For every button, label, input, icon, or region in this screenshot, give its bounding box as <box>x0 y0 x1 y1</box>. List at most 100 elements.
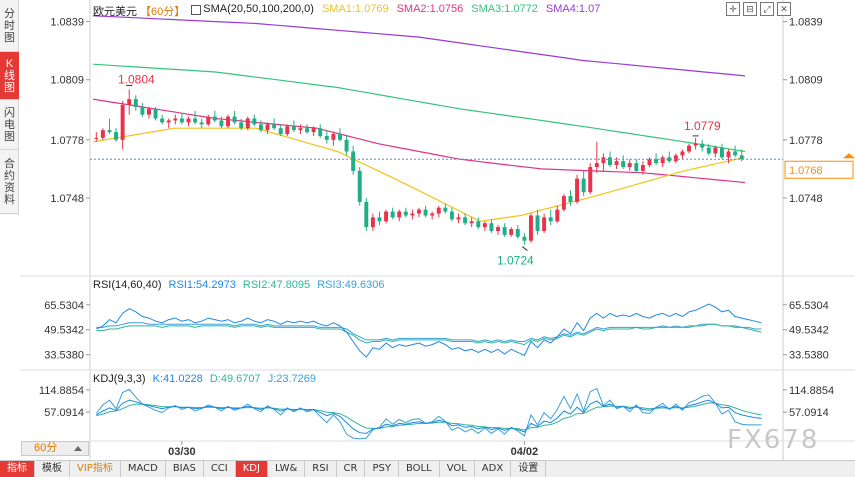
indicator-tab-bar: 指标 模板 VIP指标 MACD BIAS CCI KDJ LW& RSI CR PSY BOLL VO… <box>0 460 855 477</box>
zoom-out-icon[interactable]: ⊟ <box>743 2 757 16</box>
candle-body <box>463 217 468 224</box>
candle-body <box>700 143 705 148</box>
sma3-line <box>92 63 746 153</box>
kdj-j-value: J:23.7269 <box>267 373 317 385</box>
candle-body <box>601 157 606 164</box>
tab-contract-info[interactable]: 合约资料 <box>0 150 19 214</box>
current-price-box <box>784 160 854 179</box>
sma1-value: SMA1:1.0769 <box>321 3 389 15</box>
indicator-tab-14[interactable]: 设置 <box>511 461 547 477</box>
candle-body <box>443 207 448 212</box>
candle-body <box>206 116 211 125</box>
symbol-name: 欧元美元 <box>93 6 137 18</box>
candle-body <box>166 120 171 123</box>
candle-body <box>673 155 678 162</box>
candle-body <box>186 118 191 123</box>
price-tick-label-right: 1.0839 <box>789 17 823 29</box>
candle-body <box>344 139 349 152</box>
sma2-value: SMA2:1.0756 <box>396 3 464 15</box>
candle-body <box>726 151 731 158</box>
close-icon[interactable]: ✕ <box>777 2 791 16</box>
zoom-in-icon[interactable]: ✛ <box>726 2 740 16</box>
candle-body <box>515 229 520 237</box>
candle-body <box>173 118 178 121</box>
rsi-tick-label-right: 33.5380 <box>789 350 829 362</box>
tab-timeshare[interactable]: 分时图 <box>0 0 19 52</box>
tab-flash[interactable]: 闪电图 <box>0 100 19 150</box>
candle-body <box>120 104 125 140</box>
candle-body <box>252 118 257 125</box>
candle-body <box>660 157 665 164</box>
sma4-line <box>92 15 746 77</box>
candle-body <box>94 137 99 139</box>
candle-body <box>568 196 573 202</box>
candle-body <box>147 108 151 115</box>
indicator-tab-2[interactable]: VIP指标 <box>70 461 121 477</box>
kdj-k-line <box>96 399 762 434</box>
candle-body <box>291 126 296 131</box>
rsi2-value: RSI2:47.8095 <box>242 279 311 291</box>
candle-body <box>627 163 632 167</box>
candle-body <box>357 170 362 202</box>
candle-body <box>706 147 711 154</box>
candle-body <box>647 159 652 166</box>
candle-body <box>377 217 382 222</box>
candle-body <box>680 151 685 156</box>
kdj-title: KDJ(9,3,3) <box>93 373 146 385</box>
indicator-tab-3[interactable]: MACD <box>121 461 166 477</box>
indicator-tab-4[interactable]: BIAS <box>166 461 204 477</box>
chart-header: 欧元美元 【60分】 SMA(20,50,100,200,0) SMA1:1.0… <box>93 3 603 18</box>
rsi-header: RSI(14,60,40) RSI1:54.2973 RSI2:47.8095 … <box>93 279 389 291</box>
candle-body <box>640 165 645 171</box>
chart-toolbar: ✛ ⊟ ⤢ ✕ <box>726 2 791 16</box>
candle-body <box>456 217 461 220</box>
candle-body <box>331 134 336 140</box>
fullscreen-icon[interactable]: ⤢ <box>760 2 774 16</box>
candle-body <box>489 223 494 231</box>
price-chart[interactable]: 1.0839 1.0839 1.0809 1.0809 1.0778 1.0778 1.07… <box>0 0 855 460</box>
indicator-tab-1[interactable]: 模板 <box>35 461 70 477</box>
candle-body <box>430 213 435 216</box>
indicator-tab-10[interactable]: PSY <box>365 461 399 477</box>
candle-body <box>351 151 356 171</box>
candle-body <box>318 128 323 136</box>
indicator-tab-13[interactable]: ADX <box>475 461 512 477</box>
period-selector[interactable]: 60分 <box>21 441 89 456</box>
low-marker <box>522 246 528 251</box>
indicator-tab-6[interactable]: KDJ <box>235 461 268 477</box>
candle-body <box>588 166 593 193</box>
sma-params: SMA(20,50,100,200,0) <box>203 3 314 15</box>
indicator-tab-9[interactable]: CR <box>337 461 366 477</box>
candle-body <box>482 223 487 228</box>
candle-body <box>337 134 342 140</box>
indicator-tab-11[interactable]: BOLL <box>399 461 440 477</box>
candle-body <box>193 118 198 123</box>
x-tick-label: 03/30 <box>168 446 196 458</box>
price-tick-label-left: 1.0809 <box>50 75 84 87</box>
candle-body <box>226 116 230 127</box>
candle-body <box>160 118 165 123</box>
candle-body <box>581 178 586 193</box>
indicator-tab-0[interactable]: 指标 <box>0 461 35 477</box>
candle-body <box>496 227 501 231</box>
kdj-tick-label-left: 57.0914 <box>44 407 84 419</box>
kdj-tick-label-right: 114.8854 <box>789 385 834 397</box>
candle-body <box>436 207 441 214</box>
indicator-tab-12[interactable]: VOL <box>440 461 475 477</box>
candle-body <box>100 130 105 138</box>
candle-body <box>245 118 250 129</box>
candle-body <box>265 124 270 131</box>
kdj-j-line <box>95 387 762 440</box>
price-tick-label-left: 1.0748 <box>50 193 84 205</box>
indicator-tab-7[interactable]: LW& <box>268 461 306 477</box>
candle-body <box>469 221 474 224</box>
x-tick-label: 04/02 <box>511 446 539 458</box>
candle-body <box>693 143 698 146</box>
indicator-tab-5[interactable]: CCI <box>204 461 236 477</box>
sma1-line <box>92 127 746 222</box>
indicator-tab-8[interactable]: RSI <box>305 461 337 477</box>
rsi3-line <box>96 322 762 343</box>
candle-body <box>107 130 112 133</box>
